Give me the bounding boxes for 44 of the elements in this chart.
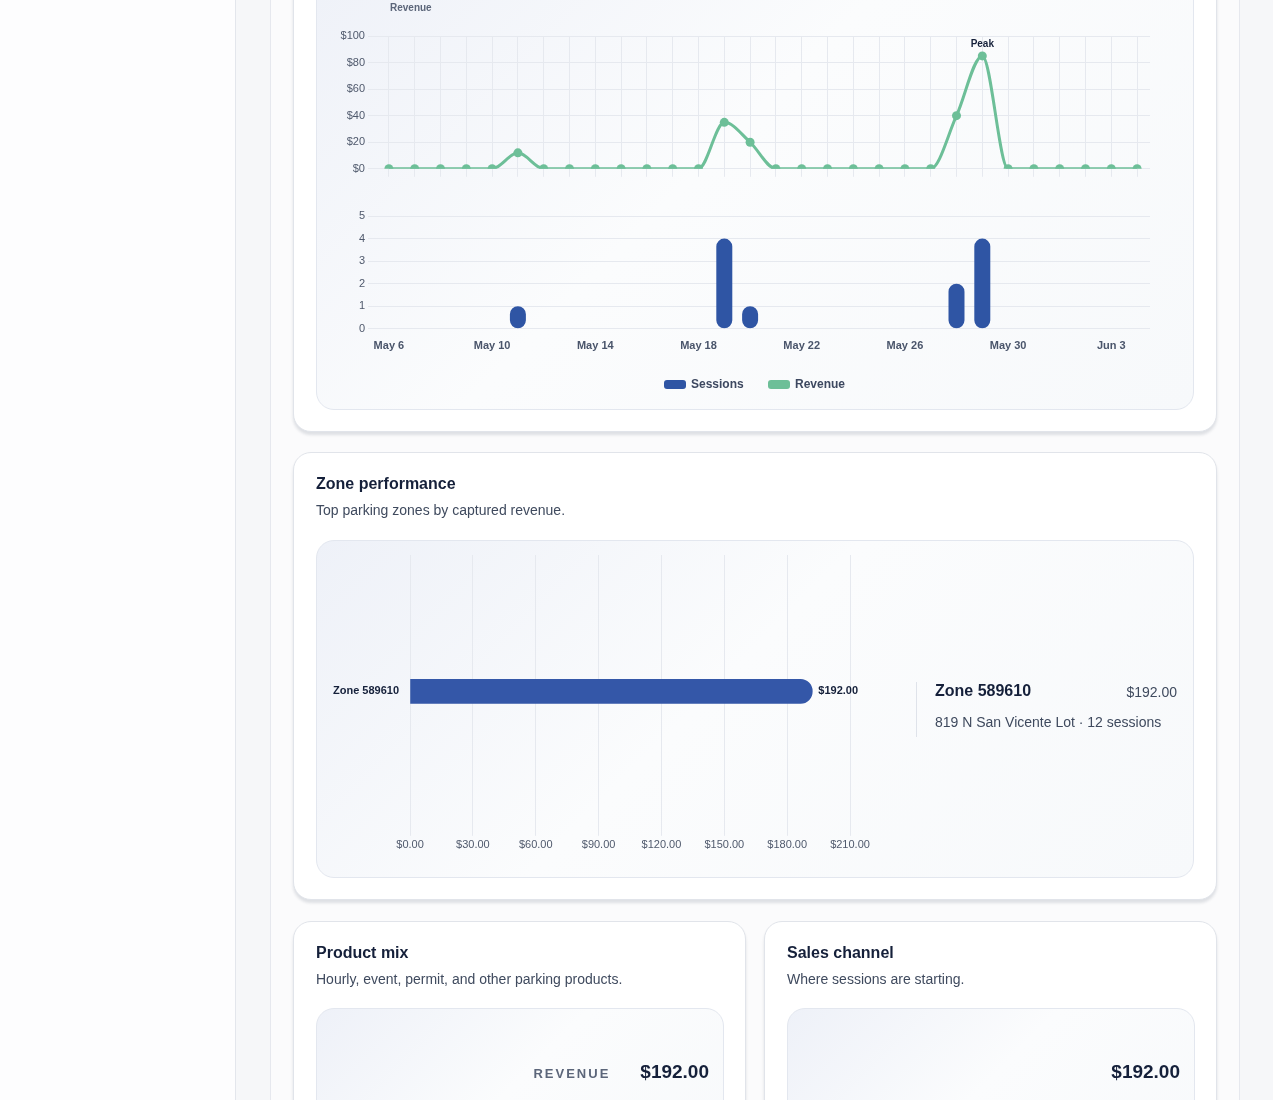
x-tick-label: $210.00: [830, 838, 870, 851]
text: $192.00: [640, 1061, 709, 1083]
text: 819 N San Vicente Lot · 12 sessions: [935, 714, 1162, 730]
x-tick-label: $0.00: [396, 838, 424, 851]
text: Sales channel: [787, 944, 894, 962]
legend-label: Revenue: [795, 377, 846, 391]
chart-subtitle: Top parking zones by captured revenue.: [316, 502, 566, 518]
annotation: Peak: [970, 37, 995, 49]
y-tick-label: $80: [346, 55, 365, 68]
x-tick-label: $90.00: [581, 838, 616, 851]
y-tick-label: 3: [358, 254, 365, 267]
y-tick-label: $0: [352, 161, 365, 174]
x-tick-label: May 6: [373, 339, 405, 352]
text: $192.00: [1111, 1061, 1180, 1083]
x-tick-label: $180.00: [767, 838, 808, 851]
x-tick-label: $60.00: [518, 838, 553, 851]
x-tick-label: Jun 3: [1096, 339, 1126, 352]
y-tick-label: 5: [358, 209, 365, 222]
chart-title: Zone performance: [316, 475, 456, 493]
x-tick-label: May 14: [576, 339, 615, 352]
y-axis-title: Revenue: [390, 1, 433, 13]
x-tick-label: $30.00: [456, 838, 490, 851]
x-tick-label: May 18: [680, 339, 717, 352]
y-tick-label: $40: [346, 108, 365, 121]
y-tick-label: $60: [346, 82, 365, 95]
text: Product mix: [316, 944, 409, 962]
text: Hourly, event, permit, and other parking products.: [316, 971, 623, 987]
x-tick-label: May 30: [989, 339, 1027, 352]
x-tick-label: $150.00: [704, 838, 745, 851]
text: Where sessions are starting.: [787, 971, 965, 987]
data-label: $192.00: [818, 684, 859, 697]
y-tick-label: 4: [358, 231, 365, 244]
y-tick-label: $20: [346, 135, 365, 148]
y-tick-label: 2: [358, 276, 365, 289]
x-tick-label: May 22: [783, 339, 821, 352]
text: $192.00: [1126, 684, 1177, 700]
legend-label: Sessions: [691, 377, 744, 391]
y-tick-label: 1: [358, 299, 365, 312]
y-tick-label: $100: [340, 29, 365, 42]
x-tick-label: May 26: [886, 339, 924, 352]
x-tick-label: $120.00: [641, 838, 682, 851]
text: REVENUE: [533, 1066, 611, 1081]
x-tick-label: May 10: [473, 339, 511, 352]
y-tick-label: 0: [358, 321, 365, 334]
